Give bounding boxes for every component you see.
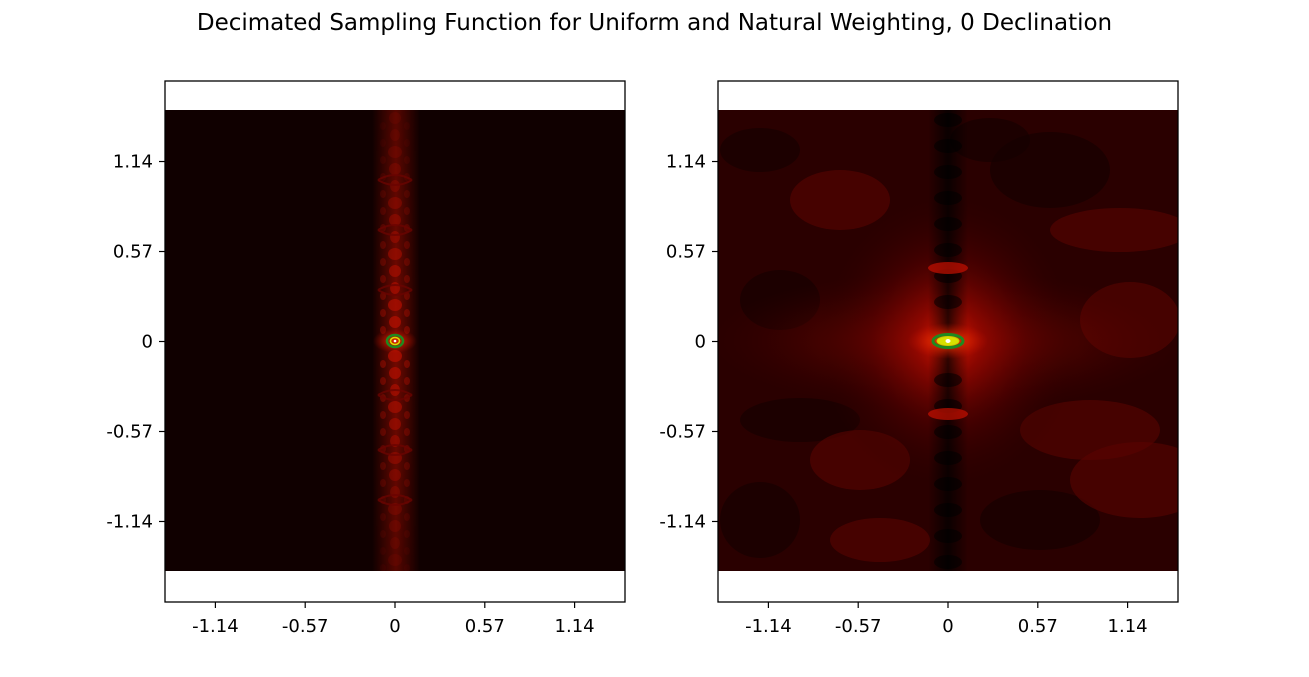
axes: -1.14 -0.57 0 0.57 1.14 1.14 0.57 0 -0.57 -1.14 (106, 152, 594, 637)
axes: -1.14 -0.57 0 0.57 1.14 1.14 0.57 0 -0.57 -1.14 (659, 152, 1147, 637)
x-tick-label: -1.14 (745, 616, 792, 637)
x-tick-label: -0.57 (282, 616, 329, 637)
plot-uniform-weighting: -1.14 -0.57 0 0.57 1.14 1.14 0.57 0 -0.57 -1.14 (106, 80, 626, 637)
contour-center (393, 339, 397, 343)
x-tick-label: -0.57 (835, 616, 882, 637)
x-tick-label: 0 (389, 616, 400, 637)
contour-outer (385, 333, 405, 349)
y-tick-label: 0 (695, 332, 706, 353)
y-tick-label: -0.57 (106, 421, 153, 442)
x-tick-label: 1.14 (555, 616, 595, 637)
y-tick-label: -1.14 (659, 511, 706, 532)
contour-center (945, 339, 951, 343)
contour-outer (931, 333, 965, 349)
y-tick-label: -0.57 (659, 421, 706, 442)
figure-title: Decimated Sampling Function for Uniform … (196, 10, 1113, 36)
y-tick-label: -1.14 (106, 511, 153, 532)
y-tick-label: 0.57 (666, 242, 706, 263)
plot-natural-weighting: -1.14 -0.57 0 0.57 1.14 1.14 0.57 0 -0.57 -1.14 (659, 80, 1179, 637)
heatmap-image (165, 110, 625, 571)
x-tick-label: 0.57 (1018, 616, 1058, 637)
y-tick-label: 1.14 (666, 152, 706, 173)
x-tick-label: 1.14 (1108, 616, 1148, 637)
y-tick-label: 1.14 (113, 152, 153, 173)
heatmap-image (718, 110, 1178, 571)
x-tick-label: 0 (942, 616, 953, 637)
y-tick-label: 0 (142, 332, 153, 353)
x-tick-label: 0.57 (465, 616, 505, 637)
x-tick-label: -1.14 (192, 616, 239, 637)
y-tick-label: 0.57 (113, 242, 153, 263)
contour-inner (389, 336, 401, 346)
